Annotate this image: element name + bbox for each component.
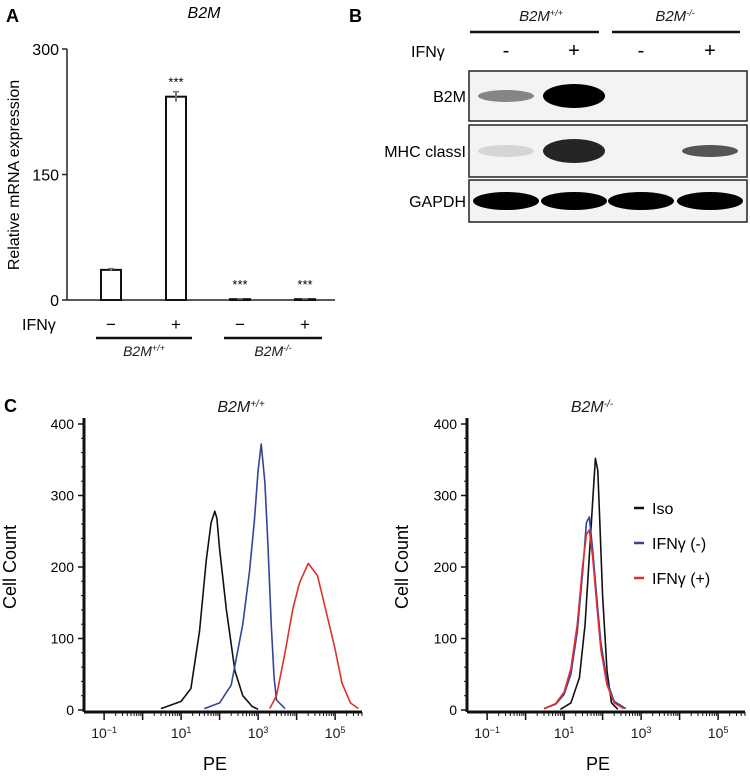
x-tick-label: 10−1 — [91, 725, 117, 741]
blot-band — [608, 192, 674, 210]
panel-label-a: A — [6, 6, 19, 26]
y-tick-label: 0 — [66, 702, 74, 718]
lane-sign: + — [704, 40, 716, 62]
y-tick-label: 300 — [51, 488, 75, 504]
y-tick-label: 300 — [32, 42, 59, 59]
series-line — [543, 529, 625, 710]
category-label: − — [106, 315, 116, 334]
category-label: + — [300, 315, 310, 334]
group-label: B2M-/- — [254, 343, 291, 359]
x-tick-label: 101 — [554, 725, 575, 741]
y-tick-label: 0 — [449, 702, 457, 718]
x-tick-label: 103 — [631, 725, 652, 741]
y-tick-label: 400 — [51, 416, 75, 432]
chart-title: B2M — [188, 5, 222, 22]
series-line — [160, 510, 259, 711]
x-tick-label: 105 — [325, 725, 346, 741]
significance-label: *** — [232, 277, 247, 292]
y-tick-label: 150 — [32, 168, 59, 185]
x-tick-label: 103 — [248, 725, 269, 741]
blot-band — [543, 139, 605, 163]
x-axis-label: PE — [586, 754, 610, 774]
series-line — [204, 443, 286, 710]
panel-b: B B2M+/+ B2M-/- IFNγ - + - + B2M MHC classI GAPDH — [349, 6, 748, 223]
lane-sign: + — [568, 40, 580, 62]
series-line — [268, 562, 359, 710]
y-tick-label: 300 — [434, 488, 458, 504]
bar — [165, 95, 187, 301]
lane-sign: - — [638, 40, 645, 62]
category-label: − — [235, 315, 245, 334]
panel-label-b: B — [349, 6, 362, 26]
blot-band — [473, 192, 539, 210]
group-label: B2M-/- — [655, 8, 694, 25]
treatment-label: IFNγ — [411, 44, 445, 61]
y-axis-label: Relative mRNA expression — [6, 80, 23, 270]
bar — [100, 268, 122, 302]
y-axis-label: Cell Count — [392, 525, 412, 609]
y-axis-label: Cell Count — [0, 525, 20, 609]
blot-band — [677, 192, 743, 210]
row-label: B2M — [433, 89, 466, 106]
lane-sign: - — [503, 40, 510, 62]
y-tick-label: 100 — [51, 631, 75, 647]
panel-label-c: C — [4, 396, 17, 416]
significance-label: *** — [297, 277, 312, 292]
y-tick-label: 200 — [434, 559, 458, 575]
chart-title: B2M+/+ — [217, 399, 265, 417]
legend-label: IFNγ (+) — [652, 571, 710, 588]
row-label: MHC classI — [384, 144, 466, 161]
x-tick-label: 101 — [171, 725, 192, 741]
significance-label: *** — [168, 75, 183, 90]
legend-label: Iso — [652, 501, 673, 518]
y-tick-label: 200 — [51, 559, 75, 575]
group-label: B2M+/+ — [519, 8, 563, 25]
blot-band — [478, 90, 534, 102]
panel-c: C B2M+/+ 0 100 200 300 400 10−1 101 103 105 PE Cell … — [0, 396, 746, 774]
series-line — [559, 457, 619, 710]
group-label: B2M+/+ — [123, 343, 165, 359]
factor-label: IFNγ — [22, 317, 56, 334]
blot-band — [682, 145, 738, 157]
x-tick-label: 105 — [708, 725, 729, 741]
legend-label: IFNγ (-) — [652, 536, 706, 553]
y-tick-label: 400 — [434, 416, 458, 432]
chart-title: B2M-/- — [571, 399, 614, 417]
x-axis-label: PE — [203, 754, 227, 774]
category-label: + — [171, 315, 181, 334]
blot-band — [541, 192, 607, 210]
blot-band — [543, 84, 605, 108]
y-tick-label: 0 — [50, 293, 59, 310]
panel-a: A B2M 0 150 300 Relative mRNA expression *** **… — [6, 5, 335, 359]
row-label: GAPDH — [409, 194, 466, 211]
x-tick-label: 10−1 — [474, 725, 500, 741]
blot-band — [478, 145, 534, 157]
y-tick-label: 100 — [434, 631, 458, 647]
blot-frame — [468, 70, 748, 122]
